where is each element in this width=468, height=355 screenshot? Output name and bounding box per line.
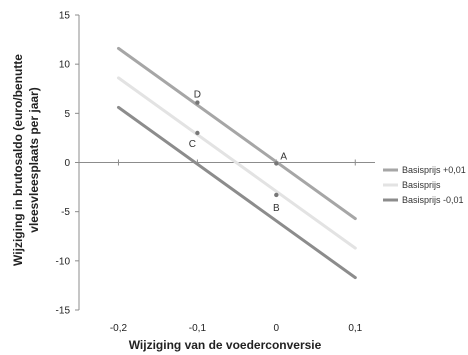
plot-area: -15 -10 -5 0 5 10 15 -0,2 -0,1 0 0,1 A B C D (56, 11, 375, 334)
x-tick-label: 0 (274, 323, 280, 334)
point-d (195, 100, 200, 105)
series-line-2 (117, 76, 357, 250)
y-tick-label: -15 (56, 306, 71, 317)
y-axis-title-line-2: vleesvleesplaats per jaar) (27, 87, 41, 232)
x-tick-label: -0,2 (110, 323, 128, 334)
x-tick-label: 0,1 (348, 323, 362, 334)
y-axis-title: Wijziging in brutosaldo (euro/benutte vl… (11, 54, 41, 266)
legend-entry: Basisprijs (402, 180, 441, 190)
series-line-1 (117, 46, 357, 221)
y-tick-label: 10 (59, 60, 71, 71)
y-tick-label: 15 (59, 11, 71, 22)
x-tick-label: -0,1 (189, 323, 207, 334)
point-a (274, 161, 279, 166)
y-axis-title-line-1: Wijziging in brutosaldo (euro/benutte (11, 54, 25, 266)
x-axis-title: Wijziging van de voederconversie (129, 338, 322, 352)
series-line-3 (117, 105, 357, 280)
point-c (195, 130, 200, 136)
point-label-c: C (189, 139, 196, 150)
y-tick-label: 0 (64, 158, 70, 169)
point-label-b: B (273, 203, 280, 214)
point-b (274, 192, 279, 198)
point-label-d: D (194, 90, 201, 101)
y-tick-label: -10 (56, 256, 71, 267)
point-label-a: A (280, 151, 287, 162)
legend-entry: Basisprijs +0,01 (402, 165, 466, 175)
y-tick-label: 5 (64, 109, 70, 120)
y-tick-label: -5 (61, 207, 70, 218)
legend-entry: Basisprijs -0,01 (402, 195, 464, 205)
legend: Basisprijs +0,01 Basisprijs Basisprijs -0,… (383, 165, 466, 205)
